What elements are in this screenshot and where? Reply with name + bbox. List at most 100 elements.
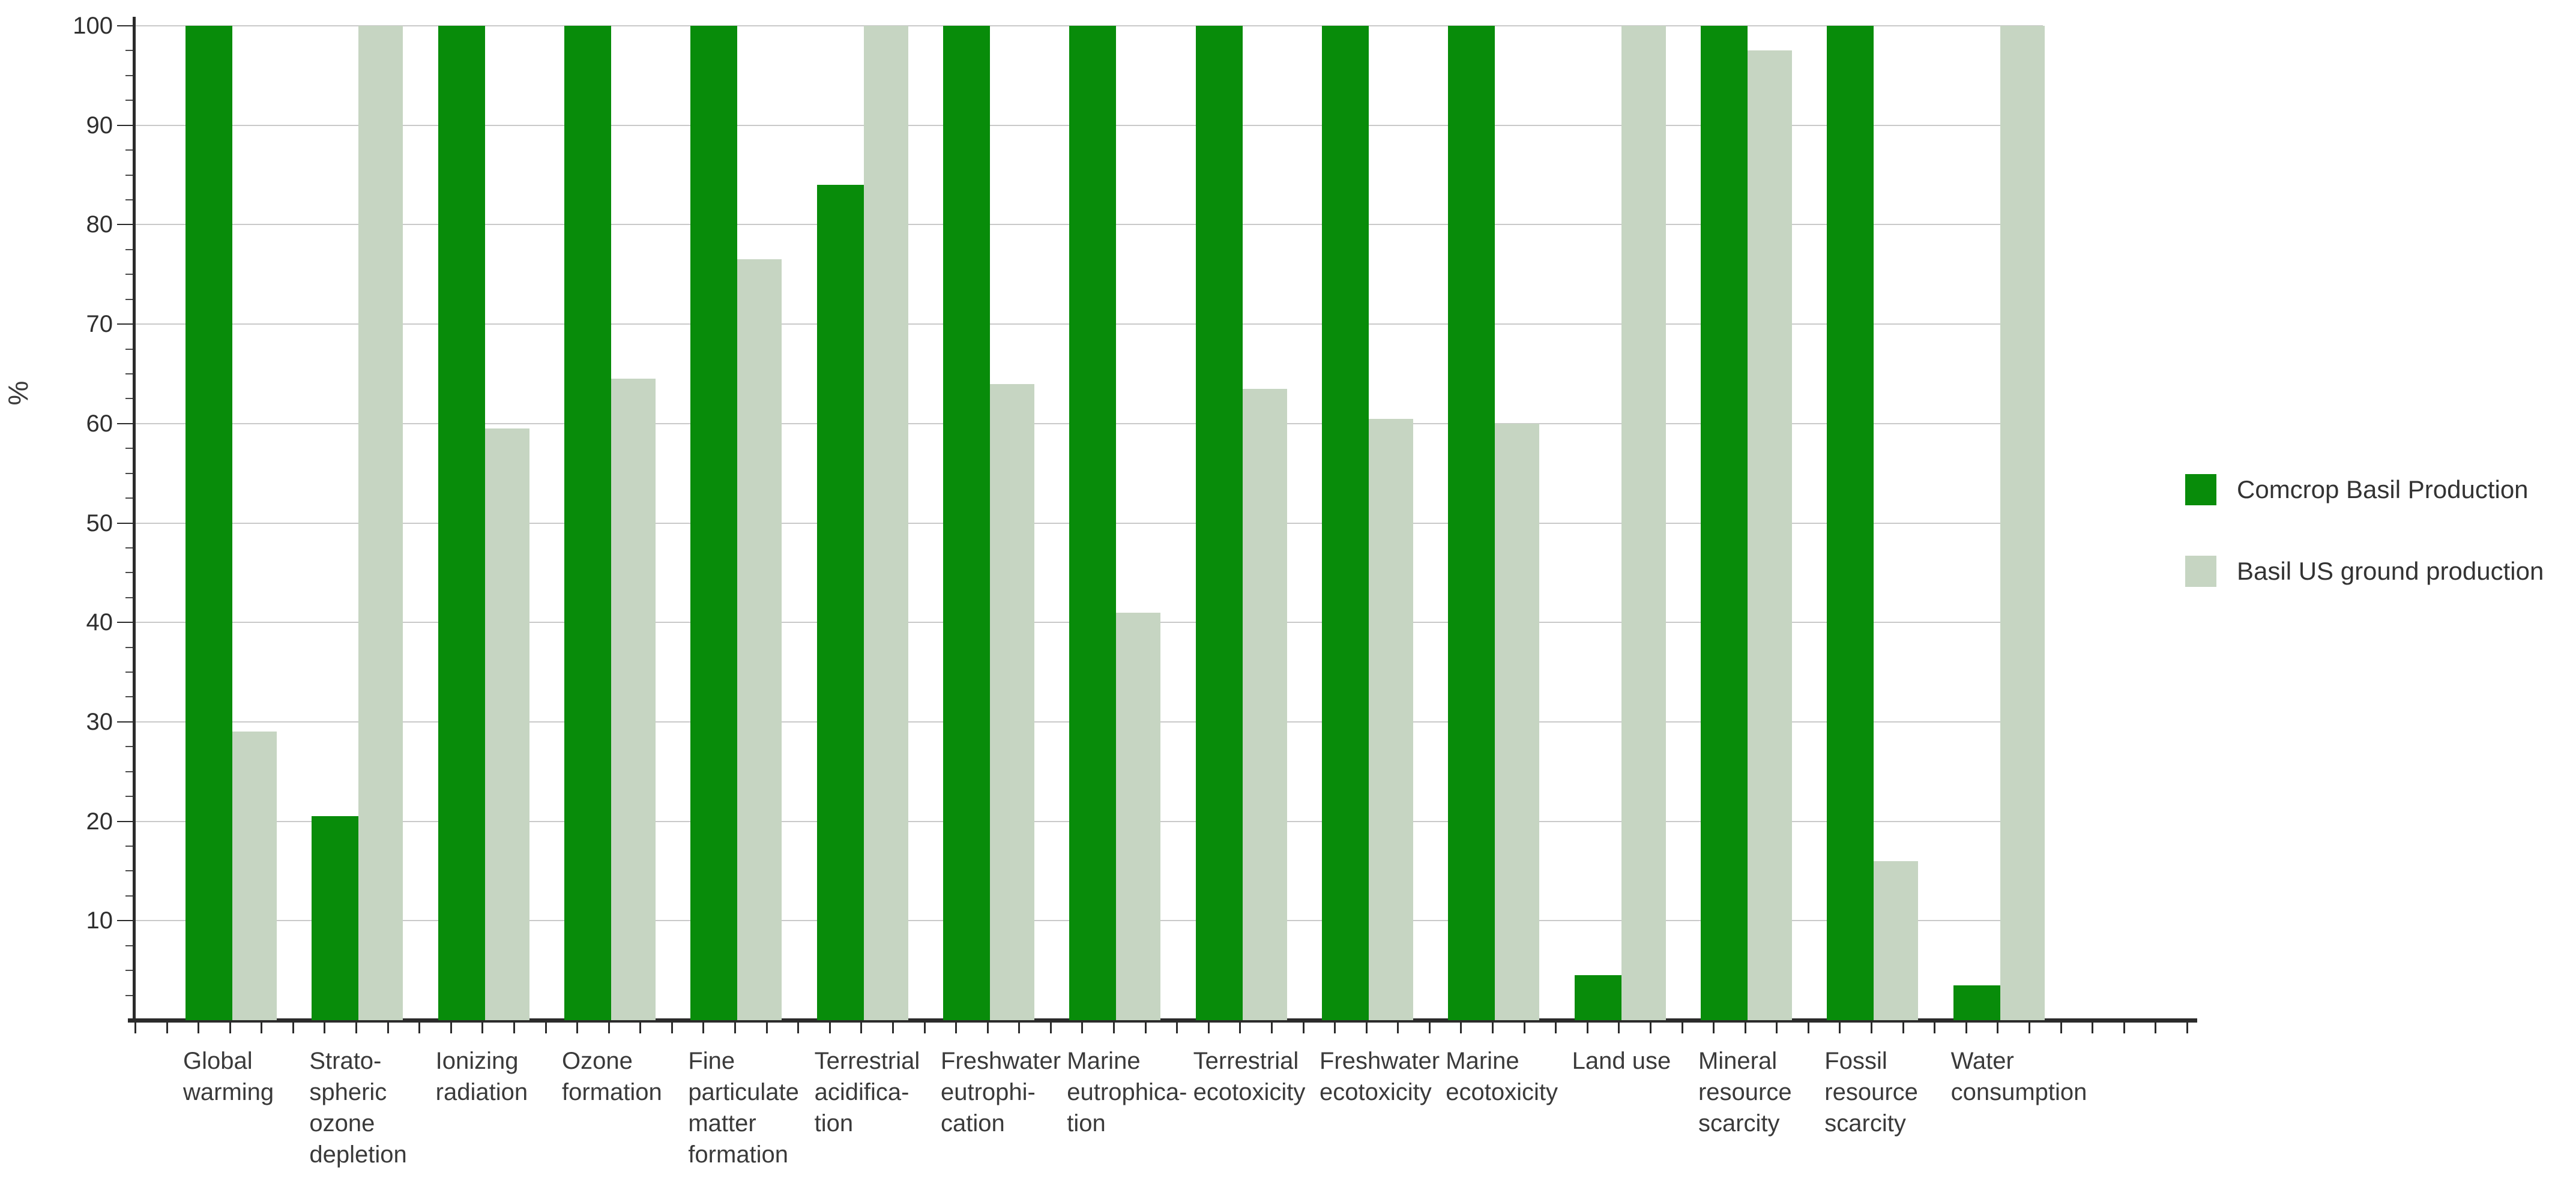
legend: Comcrop Basil Production Basil US ground …	[2185, 474, 2544, 587]
bar-comcrop-basil	[438, 26, 485, 1020]
bar-us-ground-basil	[1747, 50, 1792, 1020]
y-axis-major-tick	[117, 721, 135, 723]
x-axis-tick	[828, 1023, 831, 1033]
x-axis-tick	[1586, 1023, 1588, 1033]
x-axis-tick	[1965, 1023, 1967, 1033]
x-axis-tick	[765, 1023, 768, 1033]
x-axis-category-label: Freshwater ecotoxicity	[1319, 1048, 1440, 1105]
x-axis-tick	[2186, 1023, 2188, 1033]
y-axis-tick-label: 70	[86, 311, 113, 338]
x-axis-tick	[891, 1023, 894, 1033]
x-axis-tick	[1049, 1023, 1052, 1033]
y-axis-minor-tick	[125, 74, 135, 76]
x-axis-category-label: Marine ecotoxicity	[1446, 1048, 1558, 1105]
y-axis-minor-tick	[125, 846, 135, 847]
x-axis-category-label: Marine eutrophica- tion	[1067, 1048, 1187, 1137]
bar-comcrop-basil	[1574, 975, 1621, 1020]
x-axis-tick	[797, 1023, 800, 1033]
x-axis-tick	[1492, 1023, 1494, 1033]
y-axis-major-tick	[117, 920, 135, 922]
bar-comcrop-basil	[564, 26, 611, 1020]
x-axis-category-label: Water consumption	[1950, 1048, 2087, 1105]
y-axis-minor-tick	[125, 870, 135, 872]
y-axis-minor-tick	[125, 796, 135, 798]
x-axis-tick	[450, 1023, 452, 1033]
x-axis-tick	[387, 1023, 389, 1033]
y-axis-minor-tick	[125, 274, 135, 275]
x-axis-tick	[986, 1023, 989, 1033]
x-axis-tick	[418, 1023, 421, 1033]
legend-label: Comcrop Basil Production	[2237, 475, 2529, 503]
y-axis-tick-label: 30	[86, 708, 113, 735]
x-axis-tick	[1618, 1023, 1620, 1033]
bar-comcrop-basil	[1827, 26, 1874, 1020]
x-axis-tick	[702, 1023, 705, 1033]
y-axis-minor-tick	[125, 895, 135, 897]
y-axis-major-tick	[117, 224, 135, 226]
x-axis-tick	[2092, 1023, 2094, 1033]
x-axis-tick	[544, 1023, 547, 1033]
x-axis-tick	[1302, 1023, 1305, 1033]
x-axis-tick	[671, 1023, 673, 1033]
y-axis-minor-tick	[125, 149, 135, 151]
y-axis-minor-tick	[125, 298, 135, 300]
x-axis-tick	[1934, 1023, 1936, 1033]
y-axis-minor-tick	[125, 547, 135, 548]
legend-item: Comcrop Basil Production	[2185, 474, 2544, 505]
bar-comcrop-basil	[312, 816, 359, 1020]
x-axis-tick	[1523, 1023, 1525, 1033]
y-axis-minor-tick	[125, 746, 135, 748]
bar-us-ground-basil	[232, 732, 277, 1020]
x-axis-tick	[1460, 1023, 1462, 1033]
bar-comcrop-basil	[1700, 26, 1748, 1020]
x-axis-line	[128, 1018, 2197, 1023]
x-axis-category-label: Freshwater eutrophi- cation	[940, 1048, 1061, 1137]
bar-us-ground-basil	[611, 379, 656, 1020]
y-axis-tick-label: 100	[73, 13, 113, 39]
x-axis-tick	[355, 1023, 358, 1033]
x-axis-tick	[513, 1023, 515, 1033]
x-axis-tick	[481, 1023, 484, 1033]
bar-comcrop-basil	[1953, 985, 2000, 1020]
x-axis-tick	[1018, 1023, 1021, 1033]
x-axis-tick	[1113, 1023, 1115, 1033]
x-axis-tick	[1239, 1023, 1241, 1033]
bar-comcrop-basil	[1069, 26, 1117, 1020]
x-axis-tick	[2060, 1023, 2062, 1033]
x-axis-tick	[1807, 1023, 1809, 1033]
x-axis-tick	[1207, 1023, 1210, 1033]
x-axis-category-label: Strato- spheric ozone depletion	[309, 1048, 407, 1168]
bar-comcrop-basil	[816, 185, 864, 1020]
x-axis-tick	[2028, 1023, 2030, 1033]
y-axis-minor-tick	[125, 497, 135, 499]
bar-us-ground-basil	[1621, 26, 1666, 1020]
y-axis-minor-tick	[125, 572, 135, 574]
y-axis-major-tick	[117, 622, 135, 624]
x-axis-tick	[1397, 1023, 1399, 1033]
x-axis-tick	[1428, 1023, 1431, 1033]
x-axis-tick	[1649, 1023, 1651, 1033]
y-axis-minor-tick	[125, 448, 135, 449]
bar-us-ground-basil	[1368, 418, 1413, 1020]
x-axis-tick	[1744, 1023, 1746, 1033]
x-axis-tick	[1334, 1023, 1336, 1033]
bar-us-ground-basil	[1874, 861, 1919, 1020]
bar-us-ground-basil	[863, 26, 908, 1020]
y-axis-minor-tick	[125, 248, 135, 250]
y-axis-tick-label: 50	[86, 509, 113, 536]
y-axis-minor-tick	[125, 100, 135, 101]
bar-us-ground-basil	[1495, 423, 1540, 1020]
x-axis-tick	[1176, 1023, 1178, 1033]
y-axis-minor-tick	[125, 945, 135, 946]
x-axis-tick	[576, 1023, 579, 1033]
bar-comcrop-basil	[1448, 26, 1495, 1020]
bar-comcrop-basil	[186, 26, 232, 1020]
y-axis-minor-tick	[125, 174, 135, 176]
x-axis-tick	[860, 1023, 863, 1033]
x-axis-category-label: Fossil resource scarcity	[1824, 1048, 1918, 1137]
y-axis-minor-tick	[125, 597, 135, 598]
y-axis-major-tick	[117, 522, 135, 524]
y-axis-tick-label: 60	[86, 410, 113, 437]
x-axis-tick	[608, 1023, 610, 1033]
y-axis-tick-label: 10	[86, 907, 113, 934]
